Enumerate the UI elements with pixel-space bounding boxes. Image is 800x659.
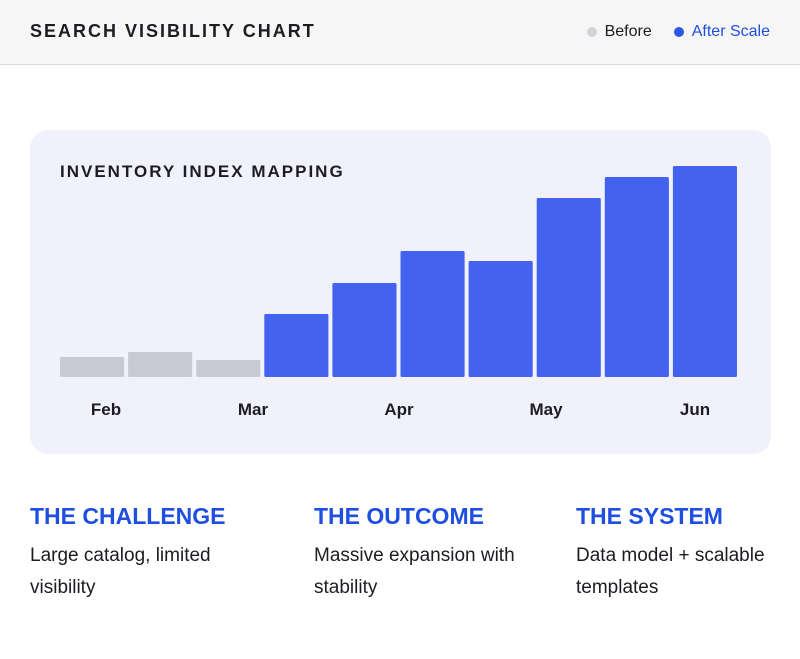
column-system: THE SYSTEM Data model + scalable templat… (576, 503, 786, 604)
bar-0 (60, 357, 125, 377)
column-text: Data model + scalable templates (576, 545, 765, 598)
column-text: Massive expansion with stability (314, 545, 515, 598)
x-tick-label: Mar (238, 400, 269, 419)
header-bar: SEARCH VISIBILITY CHART Before After Sca… (0, 0, 800, 65)
bar-6 (468, 261, 533, 377)
x-tick-label: Feb (91, 400, 121, 419)
legend: Before After Scale (586, 23, 770, 41)
bar-7 (536, 198, 601, 377)
legend-item-before: Before (586, 23, 652, 41)
column-heading: THE OUTCOME (314, 503, 484, 529)
page-title: SEARCH VISIBILITY CHART (30, 21, 316, 41)
legend-dot-before (586, 27, 597, 37)
column-heading: THE SYSTEM (576, 503, 723, 529)
bar-chart: Feb Mar Apr May Jun (60, 166, 737, 419)
bar-2 (196, 360, 261, 377)
bar-4 (332, 283, 397, 377)
bar-8 (604, 177, 669, 377)
x-tick-label: Apr (384, 400, 414, 419)
legend-label-after-scale: After Scale (691, 23, 770, 40)
bar-9 (672, 166, 737, 377)
column-text: Large catalog, limited visibility (30, 545, 211, 598)
column-heading: THE CHALLENGE (30, 503, 226, 529)
x-tick-label: Jun (680, 400, 710, 419)
chart-card: INVENTORY INDEX MAPPING Feb Mar Apr May Jun (30, 130, 771, 454)
legend-item-after-scale: After Scale (673, 23, 770, 41)
bar-5 (400, 251, 465, 377)
column-outcome: THE OUTCOME Massive expansion with stabi… (314, 503, 544, 604)
bar-3 (264, 314, 329, 377)
legend-dot-after-scale (673, 27, 684, 37)
x-tick-label: May (529, 400, 563, 419)
column-challenge: THE CHALLENGE Large catalog, limited vis… (30, 503, 260, 604)
chart-title: INVENTORY INDEX MAPPING (60, 162, 345, 181)
legend-label-before: Before (604, 23, 652, 40)
bar-1 (128, 352, 193, 377)
